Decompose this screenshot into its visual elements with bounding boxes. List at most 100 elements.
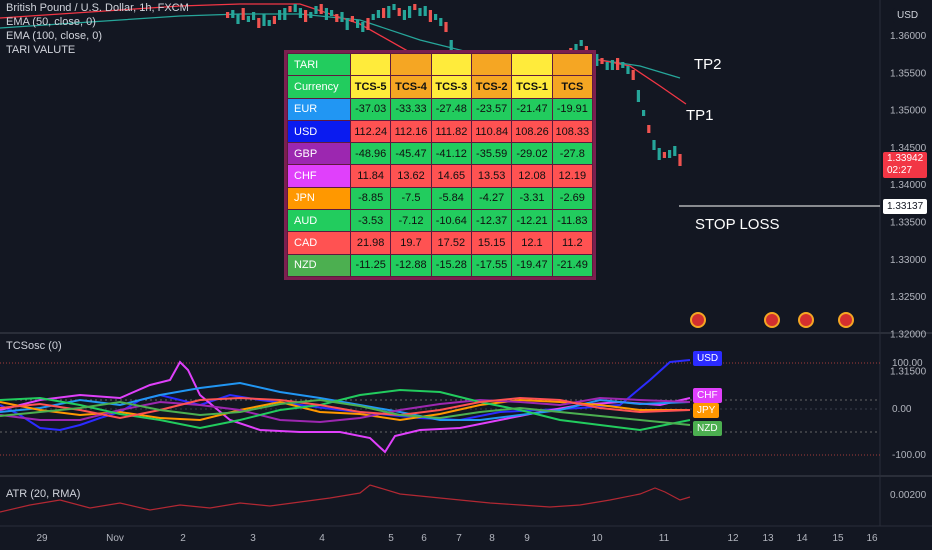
tari-value-cell: -27.48 <box>430 97 472 121</box>
tari-currency-header: Currency <box>287 75 351 99</box>
candle <box>293 4 297 12</box>
time-tick-label: 5 <box>388 533 394 544</box>
tari-value-cell: 14.65 <box>430 164 472 188</box>
candle <box>673 146 677 156</box>
ema50-legend[interactable]: EMA (50, close, 0) <box>6 16 96 28</box>
time-tick-label: 12 <box>727 533 739 544</box>
time-tick-label: 2 <box>180 533 186 544</box>
tari-value-cell: -35.59 <box>470 142 513 166</box>
tari-value-cell: 108.33 <box>551 119 594 144</box>
time-tick-label: 9 <box>524 533 530 544</box>
tari-value-cell: -15.28 <box>430 253 472 278</box>
candle <box>382 8 386 18</box>
candle <box>631 70 635 80</box>
candle <box>662 152 666 158</box>
tari-value-cell: 13.53 <box>470 164 513 188</box>
current-price-badge[interactable]: 1.33942 02:27 <box>883 152 928 178</box>
tari-value-cell: -3.31 <box>511 186 553 211</box>
tari-currency-cell: GBP <box>287 142 351 166</box>
candle <box>278 10 282 20</box>
tari-value-cell: 110.84 <box>470 119 513 144</box>
candle <box>626 66 630 74</box>
tari-value-cell: -3.53 <box>349 209 392 233</box>
time-tick-label: 7 <box>456 533 462 544</box>
atr-axis[interactable]: 0.00200 <box>890 490 927 501</box>
osc-label-chf[interactable]: CHF <box>693 388 722 403</box>
tari-row: AUD -3.53 -7.12 -10.64 -12.37 -12.21 -11.83 <box>287 209 594 233</box>
time-tick-label: 14 <box>796 533 808 544</box>
tari-legend[interactable]: TARI VALUTE <box>6 44 76 56</box>
osc-label-jpy[interactable]: JPY <box>693 403 720 418</box>
tari-value-cell: -2.69 <box>551 186 594 211</box>
candle <box>272 16 276 24</box>
time-tick-label: 16 <box>866 533 878 544</box>
osc-tick-label: 0.00 <box>892 404 912 415</box>
tari-value-cell: -5.84 <box>430 186 472 211</box>
price-tick-label: 1.33500 <box>890 218 927 229</box>
osc-label-nzd[interactable]: NZD <box>693 421 722 436</box>
tp2-label[interactable]: TP2 <box>694 56 722 73</box>
price-tick-label: 1.35000 <box>890 106 927 117</box>
tari-value-cell: -21.49 <box>551 253 594 278</box>
tari-col-spacer <box>390 52 432 77</box>
candle <box>226 12 230 18</box>
candle <box>652 140 656 150</box>
candle <box>371 14 375 20</box>
tari-col-spacer <box>430 52 472 77</box>
candle <box>267 20 271 26</box>
candle <box>319 4 323 14</box>
osc-legend-title[interactable]: TCSosc (0) <box>6 340 62 352</box>
candle <box>408 6 412 18</box>
tari-column-header: TCS-3 <box>430 75 472 99</box>
osc-axis[interactable]: 100.00 0.00 -100.00 <box>892 358 926 461</box>
price-tick-label: 1.35500 <box>890 68 927 79</box>
atr-legend-title[interactable]: ATR (20, RMA) <box>6 488 81 500</box>
economic-event-flags[interactable] <box>690 312 854 328</box>
time-axis[interactable]: 29 Nov 2 3 4 5 6 7 8 9 10 11 12 13 14 15 16 <box>36 533 878 544</box>
tari-row: NZD -11.25 -12.88 -15.28 -17.55 -19.47 -21.49 <box>287 253 594 278</box>
price-axis[interactable]: 1.36000 1.35500 1.35000 1.34500 1.34000 1.335… <box>890 31 927 378</box>
tari-value-cell: -12.21 <box>511 209 553 233</box>
candle <box>309 12 313 18</box>
currency-label[interactable]: USD <box>893 8 923 23</box>
candle <box>668 150 672 158</box>
osc-label-usd[interactable]: USD <box>693 351 723 366</box>
candle <box>413 4 417 10</box>
tari-value-cell: -37.03 <box>349 97 392 121</box>
time-tick-label: 8 <box>489 533 495 544</box>
tari-value-cell: -45.47 <box>390 142 432 166</box>
tari-column-header: TCS <box>551 75 594 99</box>
tp1-label[interactable]: TP1 <box>686 107 714 124</box>
osc-tick-label: -100.00 <box>892 450 926 461</box>
candle <box>387 6 391 18</box>
tari-col-spacer <box>511 52 553 77</box>
candle <box>605 62 609 70</box>
time-tick-label: 4 <box>319 533 325 544</box>
ema100-legend[interactable]: EMA (100, close, 0) <box>6 30 102 42</box>
price-tick-label: 1.33000 <box>890 255 927 266</box>
tari-value-cell: -29.02 <box>511 142 553 166</box>
candle <box>314 6 318 14</box>
tari-currency-cell: EUR <box>287 97 351 121</box>
tari-value-cell: 11.2 <box>551 231 594 255</box>
tari-row: EUR -37.03 -33.33 -27.48 -23.57 -21.47 -19.91 <box>287 97 594 121</box>
candle <box>252 12 256 20</box>
stop-loss-label[interactable]: STOP LOSS <box>695 216 780 233</box>
candle <box>657 148 661 160</box>
symbol-title[interactable]: British Pound / U.S. Dollar, 1h, FXCM <box>6 2 189 14</box>
osc-line-nzd <box>0 398 691 426</box>
time-tick-label: 3 <box>250 533 256 544</box>
candle <box>262 14 266 26</box>
tari-value-cell: -41.12 <box>430 142 472 166</box>
tari-value-cell: 15.15 <box>470 231 513 255</box>
time-tick-label: 13 <box>762 533 774 544</box>
candle <box>616 58 620 70</box>
candle <box>579 40 583 46</box>
candle <box>418 8 422 16</box>
tari-value-cell: -19.47 <box>511 253 553 278</box>
osc-line-eur <box>0 381 691 421</box>
candle <box>600 58 604 64</box>
tari-value-cell: 19.7 <box>390 231 432 255</box>
candle <box>434 14 438 20</box>
stop-price-badge[interactable]: 1.33137 <box>883 199 928 214</box>
